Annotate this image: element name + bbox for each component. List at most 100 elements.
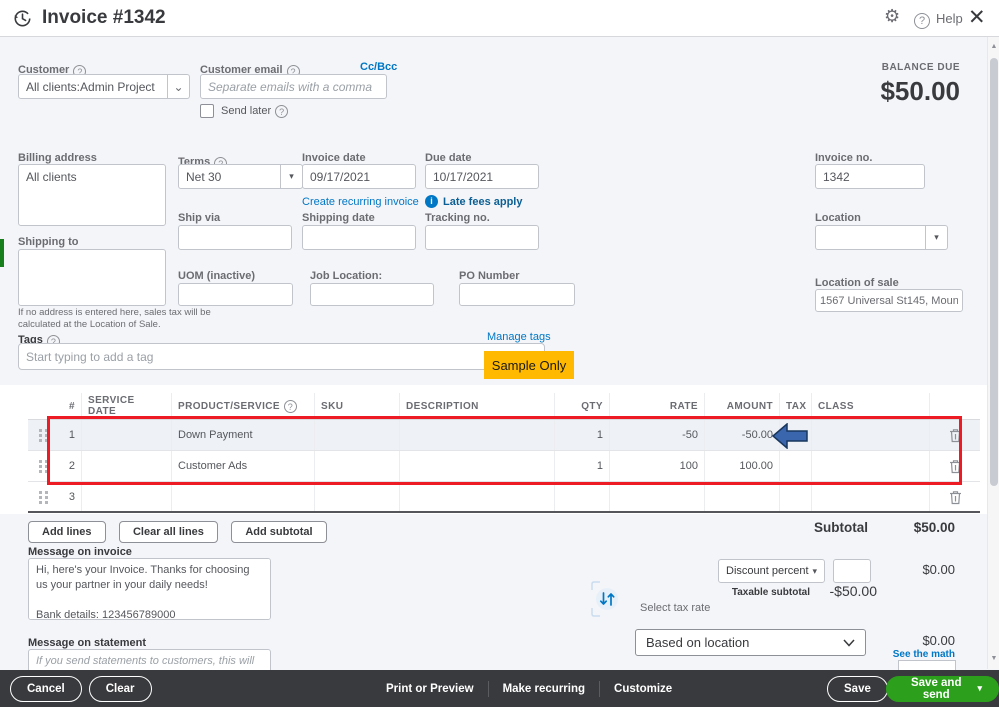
table-bottom-border (28, 511, 980, 513)
sample-only-badge: Sample Only (484, 351, 574, 379)
product-cell[interactable] (172, 482, 315, 512)
question-icon[interactable]: ? (275, 104, 289, 118)
table-row[interactable]: 2 Customer Ads 1 100 100.00 (28, 451, 980, 482)
gear-icon[interactable]: ⚙ (884, 6, 901, 26)
customer-email-input[interactable] (200, 74, 387, 99)
service-date-cell[interactable] (82, 451, 172, 481)
invoice-date-input[interactable] (302, 164, 416, 189)
scroll-up-icon[interactable]: ▲ (990, 43, 998, 50)
class-cell[interactable] (812, 482, 930, 512)
ship-via-label: Ship via (178, 212, 221, 224)
caret-down-icon[interactable]: ▾ (926, 225, 948, 250)
clear-button[interactable]: Clear (88, 675, 152, 702)
tax-cell[interactable] (780, 420, 812, 450)
tax-rate-select[interactable]: Based on location (635, 629, 866, 656)
scroll-down-icon[interactable]: ▼ (990, 655, 998, 662)
ship-via-input[interactable] (178, 225, 292, 250)
qty-cell[interactable]: 1 (555, 451, 610, 481)
tracking-no-input[interactable] (425, 225, 539, 250)
shipping-date-input[interactable] (302, 225, 416, 250)
description-cell[interactable] (400, 451, 555, 481)
history-icon[interactable] (12, 8, 33, 29)
see-the-math-link[interactable]: See the math (892, 649, 955, 660)
table-row[interactable]: 1 Down Payment 1 -50 -50.00 (28, 420, 980, 451)
scrollbar[interactable]: ▲ ▼ (987, 37, 999, 669)
amount-cell[interactable] (705, 482, 780, 512)
question-icon[interactable]: ? (283, 399, 297, 413)
terms-select[interactable]: Net 30 ▾ (178, 164, 303, 189)
clear-all-lines-button[interactable]: Clear all lines (118, 521, 218, 543)
close-icon[interactable]: ✕ (968, 6, 986, 29)
sku-cell[interactable] (315, 420, 400, 450)
customer-value: All clients:Admin Project (18, 74, 168, 99)
invoice-no-input[interactable] (815, 164, 925, 189)
qty-cell[interactable] (555, 482, 610, 512)
help-icon[interactable]: ? (914, 9, 930, 29)
table-row[interactable]: 3 (28, 482, 980, 513)
description-cell[interactable] (400, 482, 555, 512)
delete-row-icon[interactable] (930, 482, 980, 512)
service-date-cell[interactable] (82, 420, 172, 450)
location-value (815, 225, 926, 250)
manage-tags-link[interactable]: Manage tags (487, 331, 551, 343)
tax-cell[interactable] (780, 451, 812, 481)
product-cell[interactable]: Down Payment (172, 420, 315, 450)
divider (487, 680, 489, 697)
print-preview-link[interactable]: Print or Preview (386, 682, 474, 695)
cancel-button[interactable]: Cancel (10, 675, 82, 702)
location-of-sale-input[interactable] (815, 289, 963, 312)
rate-cell[interactable]: 100 (610, 451, 705, 481)
caret-down-icon[interactable]: ▾ (281, 164, 303, 189)
sku-cell[interactable] (315, 451, 400, 481)
drag-handle-icon[interactable] (28, 451, 58, 481)
po-number-label: PO Number (459, 270, 520, 282)
tax-override-input[interactable] (898, 660, 956, 672)
due-date-input[interactable] (425, 164, 539, 189)
save-button[interactable]: Save (827, 675, 888, 702)
amount-cell[interactable]: 100.00 (705, 451, 780, 481)
col-description: DESCRIPTION (400, 393, 555, 419)
save-and-send-button[interactable]: Save and send ▾ (886, 675, 999, 702)
product-cell[interactable]: Customer Ads (172, 451, 315, 481)
tags-input[interactable] (18, 343, 545, 370)
help-label[interactable]: Help (936, 11, 963, 26)
drag-handle-icon[interactable] (28, 482, 58, 512)
create-recurring-link[interactable]: Create recurring invoice (302, 196, 419, 208)
chevron-down-icon[interactable]: ⌄ (168, 74, 190, 99)
send-later-checkbox[interactable] (200, 104, 214, 118)
late-fees-label[interactable]: Late fees apply (443, 195, 523, 208)
tax-cell[interactable] (780, 482, 812, 512)
customize-link[interactable]: Customize (614, 682, 673, 695)
add-subtotal-button[interactable]: Add subtotal (231, 521, 327, 543)
po-number-input[interactable] (459, 283, 575, 306)
uom-input[interactable] (178, 283, 293, 306)
discount-type-value: Discount percent (726, 565, 809, 577)
add-lines-button[interactable]: Add lines (28, 521, 106, 543)
drag-handle-icon[interactable] (28, 420, 58, 450)
service-date-cell[interactable] (82, 482, 172, 512)
scrollbar-thumb[interactable] (990, 58, 998, 486)
delete-row-icon[interactable] (930, 451, 980, 481)
shipping-to-input[interactable] (18, 249, 166, 306)
description-cell[interactable] (400, 420, 555, 450)
rate-cell[interactable] (610, 482, 705, 512)
qty-cell[interactable]: 1 (555, 420, 610, 450)
make-recurring-link[interactable]: Make recurring (502, 682, 586, 695)
billing-address-label: Billing address (18, 152, 97, 164)
sku-cell[interactable] (315, 482, 400, 512)
delete-row-icon[interactable] (930, 420, 980, 450)
amount-cell[interactable]: -50.00 (705, 420, 780, 450)
discount-value-input[interactable] (833, 559, 871, 583)
rate-cell[interactable]: -50 (610, 420, 705, 450)
tax-amount: $0.00 (922, 633, 955, 648)
job-location-input[interactable] (310, 283, 434, 306)
ccbcc-link[interactable]: Cc/Bcc (360, 61, 398, 73)
billing-address-input[interactable]: All clients (18, 164, 166, 226)
class-cell[interactable] (812, 420, 930, 450)
discount-type-select[interactable]: Discount percent ▾ (718, 559, 825, 583)
message-invoice-input[interactable]: Hi, here's your Invoice. Thanks for choo… (28, 558, 271, 620)
class-cell[interactable] (812, 451, 930, 481)
swap-amounts-icon[interactable] (590, 578, 622, 620)
location-select[interactable]: ▾ (815, 225, 948, 250)
customer-select[interactable]: All clients:Admin Project ⌄ (18, 74, 190, 99)
